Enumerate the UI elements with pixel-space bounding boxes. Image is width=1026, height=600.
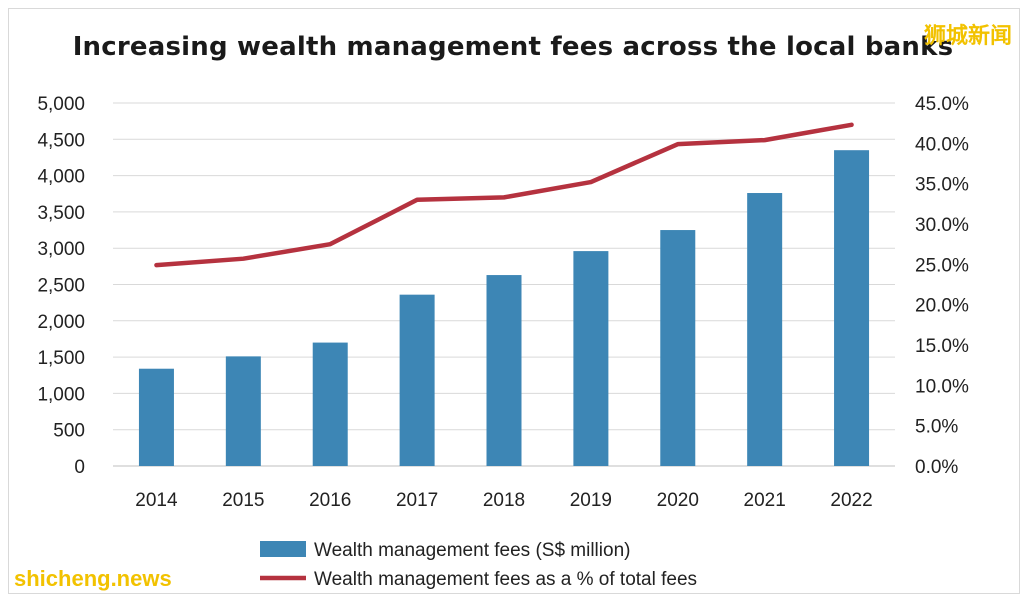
line-series xyxy=(154,122,854,268)
y-left-tick-label: 1,500 xyxy=(37,348,85,369)
y-right-tick-label: 0.0% xyxy=(915,457,958,478)
x-tick-label: 2017 xyxy=(396,490,438,511)
bar xyxy=(312,342,348,466)
y-right-tick-label: 15.0% xyxy=(915,336,969,357)
chart-frame xyxy=(8,8,1020,594)
y-left-tick-label: 0 xyxy=(74,457,85,478)
y-left-tick-label: 3,000 xyxy=(37,239,85,260)
bar xyxy=(225,356,261,466)
y-right-tick-label: 30.0% xyxy=(915,215,969,236)
legend-label-line: Wealth management fees as a % of total f… xyxy=(314,569,697,590)
x-tick-label: 2021 xyxy=(744,490,786,511)
x-tick-label: 2018 xyxy=(483,490,525,511)
x-tick-label: 2015 xyxy=(222,490,264,511)
watermark-bottom: shicheng.news xyxy=(14,566,172,591)
y-right-tick-label: 5.0% xyxy=(915,417,958,438)
y-right-tick-label: 45.0% xyxy=(915,94,969,115)
bar xyxy=(573,251,609,466)
bar xyxy=(834,150,870,466)
chart-title: Increasing wealth management fees across… xyxy=(72,32,954,62)
bar xyxy=(138,368,174,466)
y-left-tick-label: 3,500 xyxy=(37,203,85,224)
bar xyxy=(747,193,783,467)
y-right-tick-label: 10.0% xyxy=(915,376,969,397)
x-tick-label: 2016 xyxy=(309,490,351,511)
y-right-tick-label: 25.0% xyxy=(915,255,969,276)
legend-label-bar: Wealth management fees (S$ million) xyxy=(314,540,630,561)
bar xyxy=(486,275,522,466)
x-tick-label: 2014 xyxy=(135,490,178,511)
y-left-tick-label: 4,500 xyxy=(37,130,85,151)
y-left-tick-label: 1,000 xyxy=(37,384,85,405)
y-right-tick-label: 20.0% xyxy=(915,296,969,317)
bar xyxy=(660,230,696,466)
y-left-tick-label: 5,000 xyxy=(37,94,85,115)
legend-swatch-bar xyxy=(260,541,306,557)
x-tick-label: 2020 xyxy=(657,490,699,511)
y-left-tick-label: 2,000 xyxy=(37,312,85,333)
y-right-tick-label: 40.0% xyxy=(915,134,969,155)
x-tick-label: 2019 xyxy=(570,490,612,511)
y-left-tick-label: 500 xyxy=(53,421,85,442)
y-right-tick-label: 35.0% xyxy=(915,175,969,196)
watermark-top: 狮城新闻 xyxy=(923,24,1012,49)
y-left-tick-label: 2,500 xyxy=(37,276,85,297)
x-tick-label: 2022 xyxy=(830,490,872,511)
bar xyxy=(399,294,435,466)
y-left-tick-label: 4,000 xyxy=(37,167,85,188)
